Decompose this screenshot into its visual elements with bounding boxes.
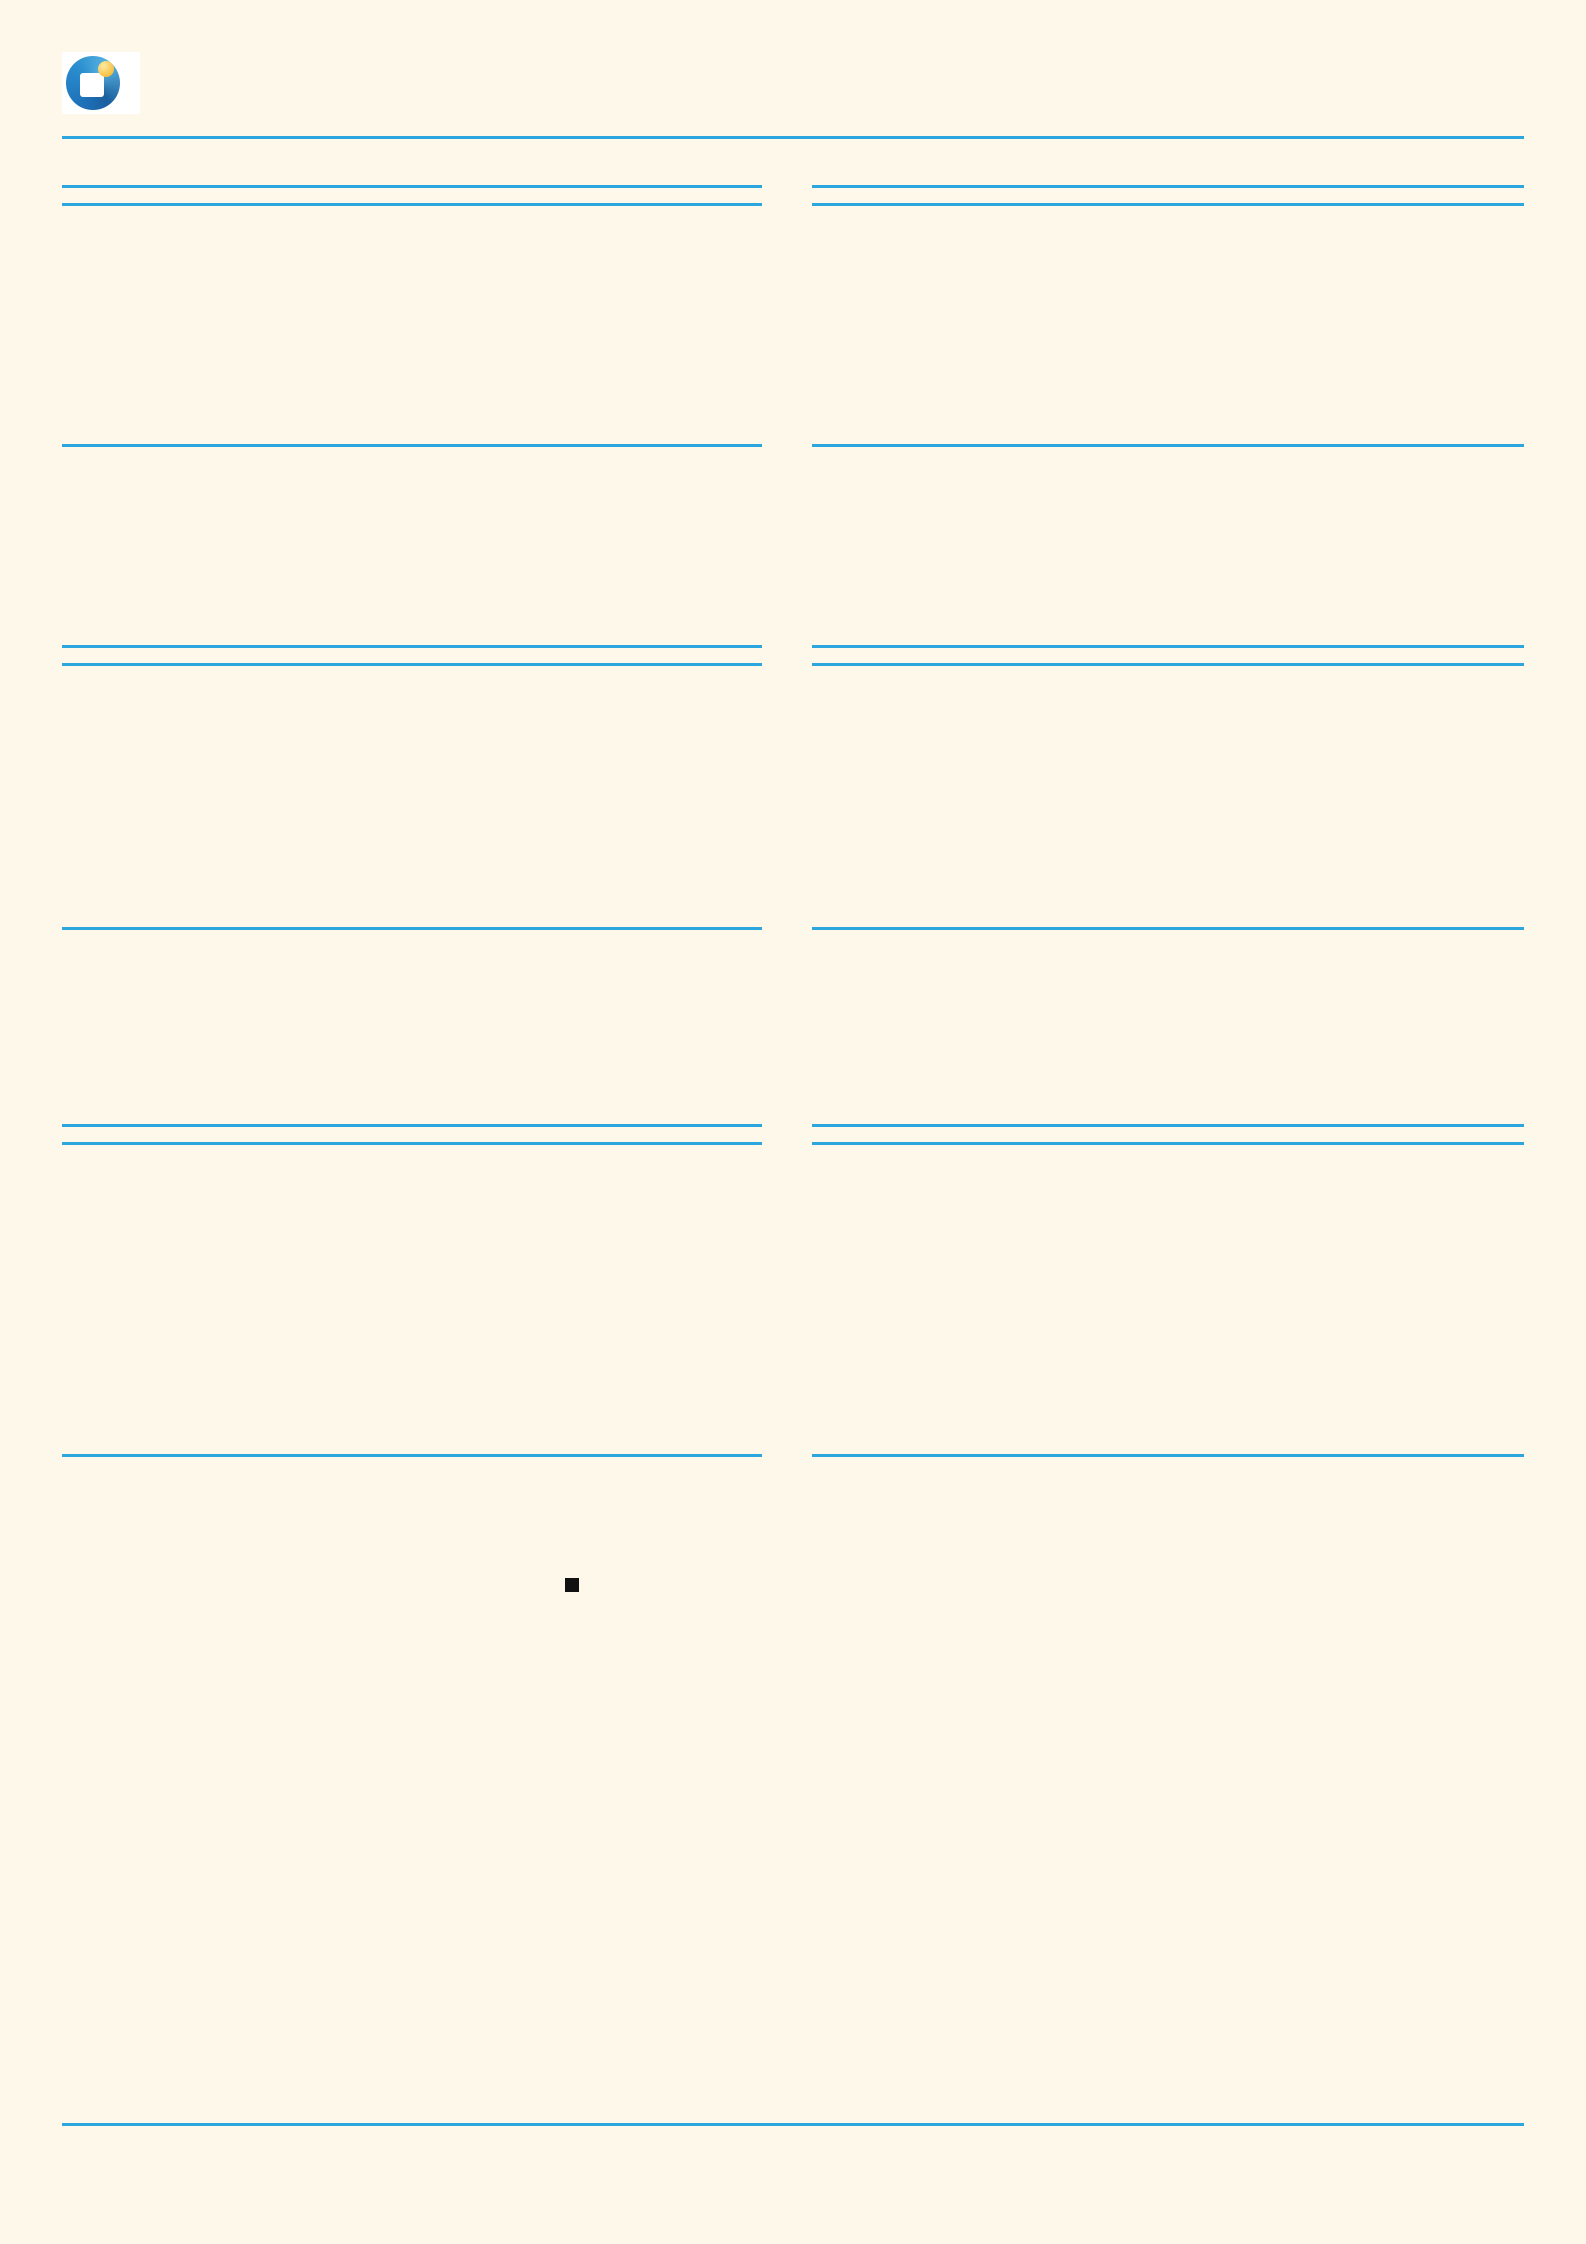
footer-divider (62, 2123, 1524, 2126)
figure-15-divider (812, 927, 1524, 930)
figure-14-title-box (62, 645, 762, 666)
figure-17-source (812, 1457, 1524, 1464)
figure-17-divider (812, 1454, 1524, 1457)
figure-12-divider (62, 444, 762, 447)
figure-17-chart (812, 1145, 1524, 1450)
figure-12-chart (62, 206, 762, 436)
figure-17 (812, 1124, 1524, 1468)
company-logo (62, 52, 140, 114)
figure-14-source (62, 930, 762, 937)
header-divider (62, 136, 1524, 139)
page-header (62, 52, 1524, 136)
figure-12 (62, 185, 762, 454)
figure-17-title-box (812, 1124, 1524, 1145)
figure-13 (812, 185, 1524, 454)
figure-13-chart (812, 206, 1524, 436)
figure-17-note (812, 1464, 1524, 1468)
figure-15-title-box (812, 645, 1524, 666)
figure-15-chart (812, 666, 1524, 921)
figure-14 (62, 645, 762, 937)
figure-16-chart (62, 1145, 762, 1450)
sinolink-logo-icon (66, 56, 120, 110)
figure-12-source (62, 447, 762, 454)
figure-13-title-box (812, 185, 1524, 206)
figure-14-divider (62, 927, 762, 930)
figure-16 (62, 1124, 762, 1464)
figure-16-source (62, 1457, 762, 1464)
figure-13-divider (812, 444, 1524, 447)
figure-13-source (812, 447, 1524, 454)
section-bullet-icon (565, 1578, 579, 1592)
figure-16-title-box (62, 1124, 762, 1145)
article-body (565, 1578, 1525, 1606)
figure-15-source (812, 930, 1524, 937)
section-heading (565, 1578, 1525, 1592)
figure-16-divider (62, 1454, 762, 1457)
figure-14-chart (62, 666, 762, 921)
figure-12-title-box (62, 185, 762, 206)
figure-15 (812, 645, 1524, 937)
